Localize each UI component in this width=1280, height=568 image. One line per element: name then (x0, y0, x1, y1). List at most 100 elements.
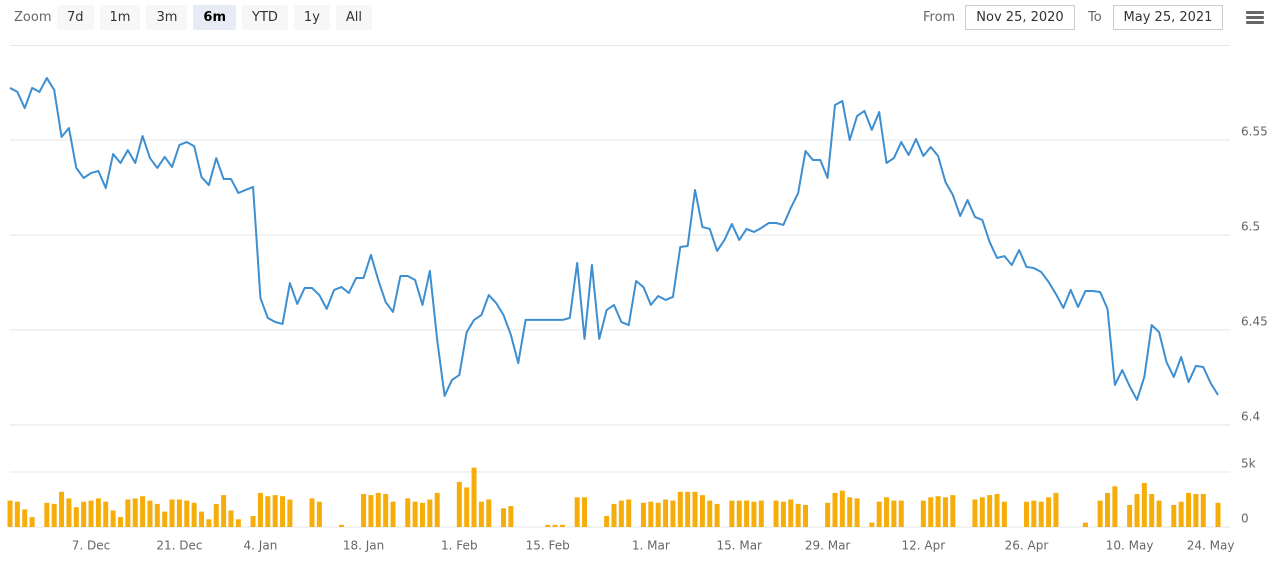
volume-bar (103, 501, 109, 527)
x-tick-label: 12. Apr (902, 539, 946, 553)
volume-bar (773, 500, 779, 527)
zoom-button[interactable]: 6m (193, 5, 236, 30)
x-tick-label: 15. Mar (716, 539, 762, 553)
volume-bar (250, 516, 256, 527)
volume-bar (213, 503, 219, 527)
volume-bar (920, 500, 926, 527)
zoom-button[interactable]: 7d (57, 5, 94, 30)
volume-bar (832, 492, 838, 527)
volume-bar (803, 505, 809, 527)
volume-bar (486, 499, 492, 527)
volume-bar (51, 503, 57, 527)
volume-bar (685, 491, 691, 527)
x-tick-label: 21. Dec (156, 539, 202, 553)
volume-bar (758, 500, 764, 527)
volume-bar (206, 519, 212, 527)
toolbar: Zoom 7d 1m 3m 6m YTD 1y All From Nov 25, 2020 … (0, 0, 1280, 36)
volume-bar (508, 506, 514, 527)
volume-bar (751, 501, 757, 527)
volume-bar (361, 494, 367, 527)
volume-bar (375, 492, 381, 527)
zoom-buttons: 7d 1m 3m 6m YTD 1y All (57, 5, 373, 30)
volume-bar (29, 517, 35, 527)
volume-bar (714, 503, 720, 527)
volume-bar (309, 498, 315, 527)
volume-bar (1193, 494, 1199, 527)
volume-bar (199, 511, 205, 527)
volume-bar (604, 516, 610, 527)
volume-bar (891, 500, 897, 527)
price-line (9, 77, 1219, 401)
volume-bar (847, 497, 853, 527)
volume-bar (552, 524, 558, 527)
zoom-button[interactable]: YTD (242, 5, 288, 30)
volume-bar (110, 510, 116, 527)
volume-bar (456, 481, 462, 527)
volume-bar (994, 494, 1000, 527)
volume-bar (383, 494, 389, 527)
to-label: To (1088, 10, 1102, 25)
x-tick-label: 1. Mar (632, 539, 670, 553)
volume-bar (478, 501, 484, 527)
volume-bar (1200, 494, 1206, 527)
menu-button[interactable] (1246, 11, 1264, 25)
volume-bar (14, 501, 20, 527)
y-tick-label: 6.45 (1241, 315, 1268, 329)
volume-bar (471, 467, 477, 527)
to-input[interactable]: May 25, 2021 (1113, 5, 1223, 30)
from-input[interactable]: Nov 25, 2020 (965, 5, 1075, 30)
zoom-button[interactable]: 1y (293, 5, 330, 30)
volume-bar (88, 500, 94, 527)
volume-bar (59, 491, 65, 527)
volume-bar (66, 498, 72, 527)
volume-bar (869, 522, 875, 527)
volume-bar (412, 501, 418, 527)
volume-bar (132, 498, 138, 527)
volume-bar (81, 501, 87, 527)
volume-bar (582, 497, 588, 527)
volume-bar (419, 502, 425, 527)
volume-bar (1141, 483, 1147, 527)
volume-bar (221, 495, 227, 527)
volume-bar (257, 492, 263, 527)
volume-bar (618, 500, 624, 527)
volume-bar (154, 503, 160, 527)
y-tick-label: 6.5 (1241, 220, 1260, 234)
volume-bar (780, 501, 786, 527)
zoom-label: Zoom (14, 10, 52, 25)
volume-bar (979, 497, 985, 527)
volume-bar (876, 501, 882, 527)
volume-bar (184, 500, 190, 527)
volume-bar (626, 499, 632, 527)
volume-bar (736, 500, 742, 527)
volume-bar (176, 499, 182, 527)
zoom-button[interactable]: 1m (99, 5, 141, 30)
volume-bar (272, 495, 278, 527)
volume-bar (692, 491, 698, 527)
volume-bar (611, 503, 617, 527)
volume-bar (699, 495, 705, 527)
volume-bar (1156, 500, 1162, 527)
volume-bar (265, 496, 271, 527)
volume-bar (464, 487, 470, 527)
volume-bar (854, 498, 860, 527)
y-tick-label: 6.4 (1241, 410, 1260, 424)
x-tick-label: 1. Feb (441, 539, 478, 553)
volume-bar (1097, 500, 1103, 527)
zoom-button[interactable]: All (335, 5, 373, 30)
volume-bar (1178, 501, 1184, 527)
y-tick-label: 5k (1241, 457, 1256, 471)
volume-bar (501, 508, 507, 527)
volume-bar (839, 490, 845, 527)
volume-bar (972, 499, 978, 527)
volume-bar (169, 499, 175, 527)
volume-bar (140, 496, 146, 527)
volume-bar (162, 511, 168, 527)
volume-bar (950, 495, 956, 527)
volume-bar (640, 502, 646, 527)
volume-bar (434, 492, 440, 527)
volume-bar (280, 496, 286, 527)
x-tick-label: 15. Feb (526, 539, 570, 553)
zoom-button[interactable]: 3m (146, 5, 188, 30)
